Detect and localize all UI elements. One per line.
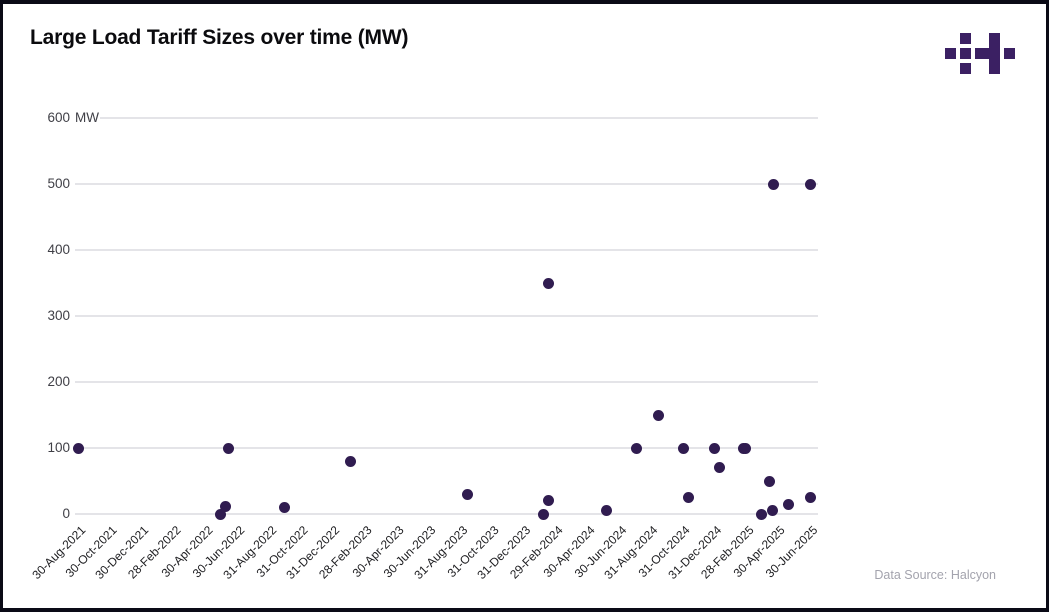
y-tick-label: 0: [62, 506, 70, 521]
y-tick-label: 400: [47, 242, 70, 257]
gridline-200: [75, 381, 818, 383]
chart-title: Large Load Tariff Sizes over time (MW): [30, 26, 409, 49]
data-point: [804, 178, 816, 190]
y-tick-label: 600: [47, 110, 70, 125]
data-point: [709, 442, 721, 454]
data-source-label: Data Source: Halcyon: [874, 568, 996, 582]
gridline-500: [75, 183, 818, 185]
data-point: [222, 442, 234, 454]
data-point: [767, 178, 779, 190]
y-axis-unit: MW: [75, 110, 99, 125]
y-tick-label: 500: [47, 176, 70, 191]
y-tick-label: 200: [47, 374, 70, 389]
data-point: [804, 492, 816, 503]
data-point: [72, 442, 84, 454]
logo-square-top: [960, 33, 971, 44]
y-tick-label: 300: [47, 308, 70, 323]
data-point: [756, 508, 768, 520]
data-point: [764, 475, 776, 487]
data-point: [683, 492, 695, 503]
y-tick-label: 100: [47, 440, 70, 455]
data-point: [740, 442, 752, 454]
data-point: [220, 500, 232, 512]
data-point: [631, 442, 643, 454]
logo-square-left: [945, 48, 956, 59]
logo-bar: [989, 33, 1000, 74]
data-point: [344, 455, 356, 467]
logo-square-bottom: [960, 63, 971, 74]
gridline-600: [100, 117, 818, 119]
data-point: [713, 462, 725, 474]
data-point: [543, 277, 555, 289]
data-point: [214, 508, 226, 520]
logo-arm: [975, 48, 996, 59]
logo-square-middle: [960, 48, 971, 59]
gridline-0: [75, 513, 818, 515]
data-point: [601, 505, 613, 517]
data-point: [782, 498, 794, 510]
logo-square-right: [1004, 48, 1015, 59]
data-point: [653, 409, 665, 421]
gridline-400: [75, 249, 818, 251]
data-point: [678, 442, 690, 454]
data-point: [279, 501, 291, 513]
gridline-300: [75, 315, 818, 317]
data-point: [537, 508, 549, 520]
data-point: [461, 488, 473, 500]
gridline-100: [75, 447, 818, 449]
data-point: [767, 505, 779, 517]
data-point: [542, 495, 554, 507]
